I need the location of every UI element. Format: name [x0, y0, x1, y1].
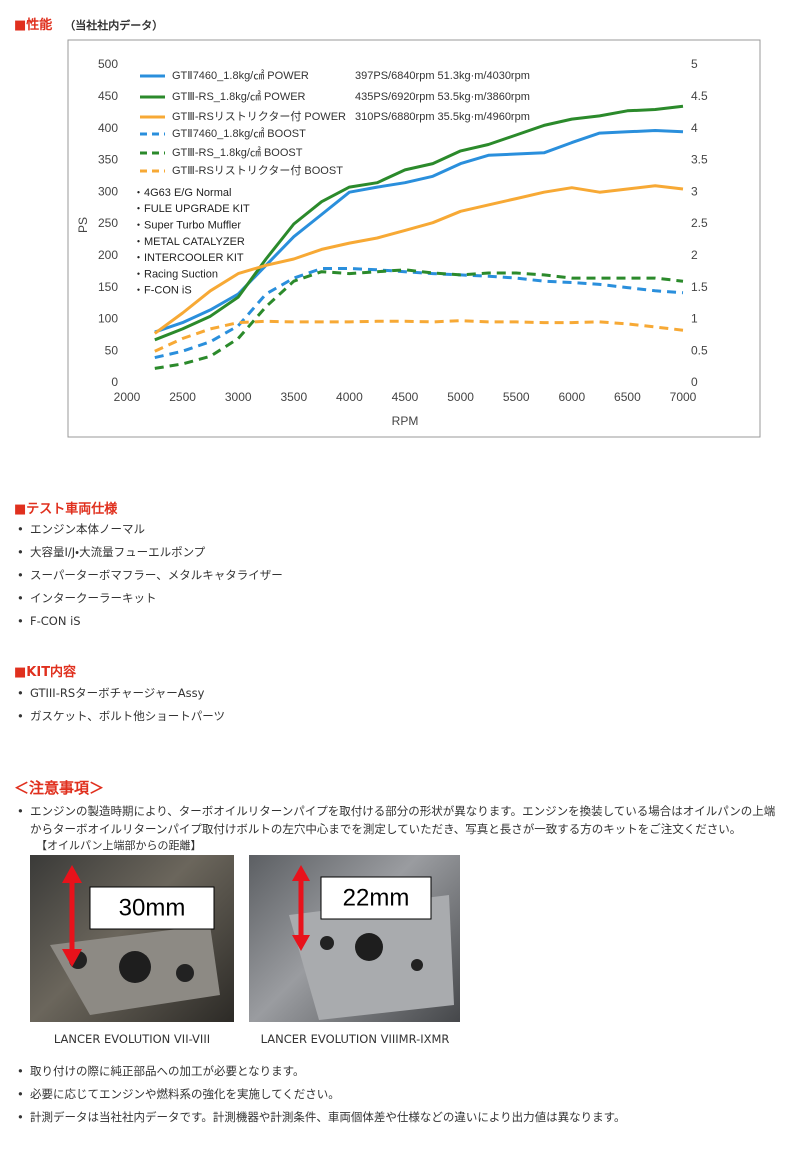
- heading-text: ■性能: [14, 18, 53, 33]
- y-tick-label: 450: [98, 89, 118, 103]
- x-tick-label: 4500: [392, 390, 419, 404]
- list: 取り付けの際に純正部品への加工が必要となります。 必要に応じてエンジンや燃料系の…: [14, 1063, 625, 1132]
- chart: RPM PS 05010015020025030035040045050000.…: [67, 39, 761, 438]
- y2-tick-label: 2: [691, 248, 698, 262]
- section-heading: ■テスト車両仕様: [14, 502, 118, 517]
- sub-note: 【オイルパン上端部からの距離】: [36, 839, 202, 852]
- list: エンジン本体ノーマル 大容量I/J・大流量フューエルポンプ スーパーターボマフラ…: [14, 521, 283, 636]
- list-item: 大容量I/J・大流量フューエルポンプ: [14, 544, 283, 567]
- hole: [411, 959, 423, 971]
- list-item: GTIII-RSターボチャージャーAssy: [14, 685, 225, 708]
- legend-label: GTⅢ-RS_1.8kg/㎠ POWER: [172, 90, 306, 103]
- y-tick-label: 150: [98, 280, 118, 294]
- series-line: [154, 319, 684, 353]
- photo-caption: LANCER EVOLUTION VIIIMR-IXMR: [260, 1032, 450, 1046]
- x-tick-label: 7000: [670, 390, 697, 404]
- hole: [355, 933, 383, 961]
- photo-drawing: 30mm: [50, 865, 220, 1015]
- chart-frame: [67, 39, 761, 438]
- photo-drawing: 22mm: [289, 865, 454, 1020]
- list-item: エンジン本体ノーマル: [14, 521, 283, 544]
- y-tick-label: 400: [98, 121, 118, 135]
- legend-label: GTⅡ7460_1.8kg/㎠ BOOST: [172, 127, 306, 140]
- hole: [320, 936, 334, 950]
- section-heading: ＜注意事項＞: [14, 779, 105, 797]
- hole: [176, 964, 194, 982]
- y-tick-label: 300: [98, 184, 118, 198]
- x-tick-label: 3500: [280, 390, 307, 404]
- series-line: [153, 184, 684, 335]
- list: GTIII-RSターボチャージャーAssy ガスケット、ボルト他ショートパーツ: [14, 685, 225, 731]
- y2-tick-label: 1: [691, 312, 698, 326]
- list-item: ガスケット、ボルト他ショートパーツ: [14, 708, 225, 731]
- y-tick-label: 350: [98, 153, 118, 167]
- list-item: スーパーターボマフラー、メタルキャタライザー: [14, 567, 283, 590]
- y-tick-label: 250: [98, 216, 118, 230]
- y2-tick-label: 3: [691, 184, 698, 198]
- series-line: [154, 104, 684, 342]
- legend-spec: 435PS/6920rpm 53.5kg·m/3860rpm: [355, 91, 530, 103]
- y2-tick-label: 1.5: [691, 280, 708, 294]
- list-item: インタークーラーキット: [14, 590, 283, 613]
- section-heading: ■KIT内容: [14, 665, 77, 680]
- x-tick-label: 5000: [447, 390, 474, 404]
- y-tick-label: 0: [111, 375, 118, 389]
- legend-label: GTⅢ-RSリストリクター付 BOOST: [172, 164, 343, 177]
- chart-note: ・FULE UPGRADE KIT: [133, 203, 250, 215]
- heading-note: （当社社内データ）: [64, 19, 164, 32]
- chart-note: ・4G63 E/G Normal: [133, 187, 231, 199]
- legend-label: GTⅡ7460_1.8kg/㎠ POWER: [172, 69, 309, 82]
- x-tick-label: 6000: [558, 390, 585, 404]
- x-tick-label: 3000: [225, 390, 252, 404]
- hole: [119, 951, 151, 983]
- legend-label: GTⅢ-RSリストリクター付 POWER: [172, 110, 346, 123]
- y2-tick-label: 0: [691, 375, 698, 389]
- series-line: [154, 268, 684, 370]
- chart-note: ・Super Turbo Muffler: [133, 220, 241, 232]
- list-item: 計測データは当社社内データです。計測機器や計測条件、車両個体差や仕様などの違いに…: [14, 1109, 625, 1132]
- photo: 22mm: [249, 855, 460, 1022]
- legend-spec: 397PS/6840rpm 51.3kg·m/4030rpm: [355, 70, 530, 82]
- y-tick-label: 100: [98, 312, 118, 326]
- label-box: [320, 876, 432, 920]
- photo-caption: LANCER EVOLUTION VII-VIII: [53, 1032, 211, 1046]
- list-item: エンジンの製造時期により、ターボオイルリターンパイプを取付ける部分の形状が異なり…: [14, 802, 776, 838]
- y-axis-label: PS: [76, 217, 90, 233]
- y2-tick-label: 4: [691, 121, 698, 135]
- chart-note: ・F-CON iS: [133, 285, 192, 297]
- chart-note: ・METAL CATALYZER: [133, 236, 245, 248]
- x-tick-label: 6500: [614, 390, 641, 404]
- x-tick-label: 2000: [114, 390, 141, 404]
- photo: 30mm: [30, 855, 234, 1022]
- section-heading: ■性能 （当社社内データ）: [14, 14, 163, 33]
- y-tick-label: 50: [105, 343, 119, 357]
- label-box: [89, 886, 215, 930]
- chart-note: ・INTERCOOLER KIT: [133, 252, 244, 264]
- y2-tick-label: 2.5: [691, 216, 708, 230]
- series-line: [154, 267, 684, 360]
- list: エンジンの製造時期により、ターボオイルリターンパイプを取付ける部分の形状が異なり…: [14, 802, 776, 838]
- photo-label: 30mm: [119, 894, 186, 921]
- list-item: 取り付けの際に純正部品への加工が必要となります。: [14, 1063, 625, 1086]
- y2-tick-label: 3.5: [691, 153, 708, 167]
- y2-tick-label: 0.5: [691, 343, 708, 357]
- y2-tick-label: 4.5: [691, 89, 708, 103]
- x-tick-label: 2500: [169, 390, 196, 404]
- x-tick-label: 4000: [336, 390, 363, 404]
- x-tick-label: 5500: [503, 390, 530, 404]
- legend-spec: 310PS/6880rpm 35.5kg·m/4960rpm: [355, 111, 530, 123]
- y-tick-label: 500: [98, 57, 118, 71]
- list-item: 必要に応じてエンジンや燃料系の強化を実施してください。: [14, 1086, 625, 1109]
- x-axis-label: RPM: [392, 414, 419, 428]
- y-tick-label: 200: [98, 248, 118, 262]
- legend-label: GTⅢ-RS_1.8kg/㎠ BOOST: [172, 146, 303, 159]
- chart-note: ・Racing Suction: [133, 268, 218, 280]
- list-item: F-CON iS: [14, 613, 283, 636]
- photo-label: 22mm: [343, 884, 410, 911]
- y2-tick-label: 5: [691, 57, 698, 71]
